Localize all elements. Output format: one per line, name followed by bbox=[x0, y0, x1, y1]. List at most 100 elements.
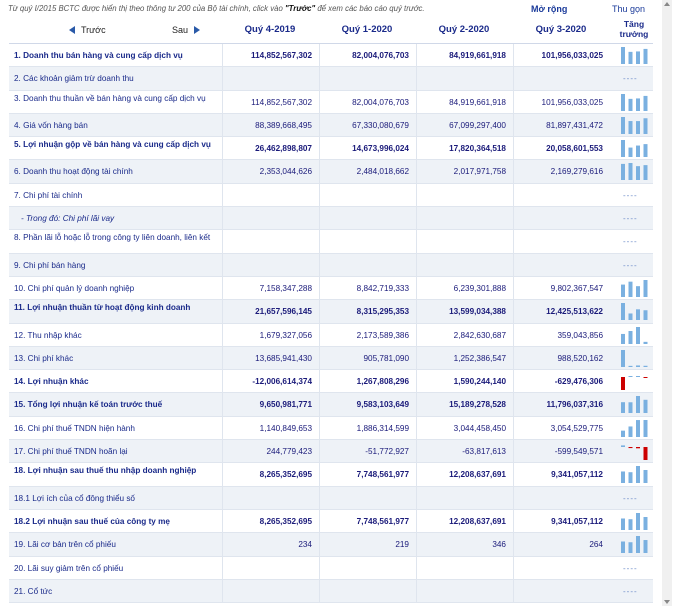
trend-sparkline[interactable] bbox=[620, 396, 650, 414]
cell-value: 114,852,567,302 bbox=[250, 51, 312, 60]
cell-value: 82,004,076,703 bbox=[352, 97, 409, 107]
trend-bar bbox=[621, 303, 625, 321]
trend-bar bbox=[628, 472, 633, 484]
trend-sparkline[interactable] bbox=[620, 512, 650, 530]
row-label: 18. Lợi nhuận sau thuế thu nhập doanh ng… bbox=[14, 466, 197, 476]
cell-value: 20,058,601,553 bbox=[546, 144, 603, 154]
row-label: 13. Chi phí khác bbox=[14, 353, 74, 363]
trend-sparkline[interactable] bbox=[620, 140, 650, 158]
trend-bar bbox=[636, 166, 640, 181]
cell-value: 234 bbox=[298, 540, 312, 550]
scroll-down-icon[interactable] bbox=[664, 600, 670, 604]
table-row: 7. Chi phí tài chính ---- bbox=[9, 183, 653, 208]
column-divider bbox=[513, 183, 514, 207]
column-divider bbox=[416, 230, 417, 253]
trend-bar bbox=[621, 93, 625, 111]
column-header-q1-2020: Quý 1-2020 bbox=[341, 24, 393, 35]
column-divider bbox=[513, 533, 514, 556]
column-divider bbox=[513, 113, 514, 137]
cell-value: -51,772,927 bbox=[365, 447, 409, 457]
trend-bar bbox=[628, 313, 633, 321]
trend-bar bbox=[636, 286, 640, 297]
column-divider bbox=[319, 393, 320, 416]
cell-value: 81,897,431,472 bbox=[546, 120, 603, 130]
trend-empty: ---- bbox=[623, 74, 638, 84]
trend-sparkline[interactable] bbox=[620, 163, 650, 181]
cell-value: -599,549,571 bbox=[554, 447, 603, 457]
column-divider bbox=[513, 416, 514, 440]
column-divider bbox=[416, 323, 417, 346]
row-label: 6. Doanh thu hoạt động tài chính bbox=[14, 167, 133, 177]
trend-bar bbox=[628, 281, 633, 297]
cell-value: 8,265,352,695 bbox=[259, 470, 312, 480]
cell-value: 2,484,018,662 bbox=[356, 167, 409, 177]
trend-bar bbox=[636, 419, 640, 437]
trend-sparkline[interactable] bbox=[620, 419, 650, 437]
cell-value: 2,842,630,687 bbox=[453, 330, 506, 340]
cell-value: 14,673,996,024 bbox=[352, 144, 409, 154]
trend-sparkline[interactable] bbox=[620, 466, 650, 484]
trend-sparkline[interactable] bbox=[620, 373, 650, 391]
financial-table: 1. Doanh thu bán hàng và cung cấp dịch v… bbox=[9, 44, 653, 604]
trend-bar bbox=[643, 400, 648, 414]
table-row: 15. Tổng lợi nhuận kế toán trước thuế 9,6… bbox=[9, 393, 653, 417]
prev-button[interactable]: Trước bbox=[69, 25, 106, 35]
trend-sparkline[interactable] bbox=[620, 536, 650, 554]
column-divider bbox=[222, 509, 223, 533]
column-divider bbox=[319, 300, 320, 323]
trend-sparkline[interactable] bbox=[620, 326, 650, 344]
cell-value: 9,802,367,547 bbox=[550, 283, 603, 293]
cell-value: 8,315,295,353 bbox=[356, 307, 409, 317]
trend-bar bbox=[628, 426, 633, 437]
column-divider bbox=[319, 276, 320, 300]
column-divider bbox=[222, 556, 223, 579]
trend-sparkline[interactable] bbox=[620, 116, 650, 134]
column-divider bbox=[416, 393, 417, 416]
column-divider bbox=[416, 579, 417, 603]
column-header-q3-2020: Quý 3-2020 bbox=[535, 24, 587, 35]
table-row: 11. Lợi nhuận thuần từ hoạt động kinh do… bbox=[9, 300, 653, 324]
scroll-up-icon[interactable] bbox=[664, 2, 670, 6]
trend-bar bbox=[636, 447, 640, 449]
trend-sparkline[interactable] bbox=[620, 279, 650, 297]
table-row: 16. Chi phí thuế TNDN hiện hành 1,140,849… bbox=[9, 416, 653, 441]
column-divider bbox=[222, 486, 223, 509]
column-divider bbox=[513, 323, 514, 346]
cell-value: 1,267,808,296 bbox=[356, 377, 409, 387]
trend-bar bbox=[636, 396, 640, 414]
trend-sparkline[interactable] bbox=[620, 47, 650, 64]
trend-bar bbox=[643, 341, 648, 344]
column-divider bbox=[319, 113, 320, 137]
cell-value: 1,140,849,653 bbox=[259, 423, 312, 433]
trend-bar bbox=[628, 542, 633, 554]
column-header-q4-2019: Quý 4-2019 bbox=[244, 24, 296, 35]
trend-sparkline[interactable] bbox=[620, 349, 650, 367]
trend-sparkline[interactable] bbox=[620, 443, 650, 461]
table-row: 6. Doanh thu hoạt động tài chính 2,353,04… bbox=[9, 160, 653, 184]
trend-bar bbox=[643, 310, 648, 321]
next-button[interactable]: Sau bbox=[172, 25, 201, 35]
column-divider bbox=[416, 137, 417, 160]
notice-text: Từ quý I/2015 BCTC được hiển thị theo th… bbox=[8, 4, 425, 13]
column-divider bbox=[319, 533, 320, 556]
expand-button[interactable]: Mở rộng bbox=[531, 4, 568, 14]
column-divider bbox=[319, 90, 320, 113]
column-divider bbox=[222, 113, 223, 137]
trend-empty: ---- bbox=[623, 493, 638, 503]
trend-sparkline[interactable] bbox=[620, 93, 650, 111]
trend-bar bbox=[643, 144, 648, 158]
column-divider bbox=[513, 90, 514, 113]
trend-bar bbox=[636, 512, 640, 530]
vertical-scrollbar[interactable] bbox=[662, 0, 672, 606]
column-divider bbox=[416, 556, 417, 579]
column-divider bbox=[416, 509, 417, 533]
trend-sparkline[interactable] bbox=[620, 303, 650, 321]
cell-value: 219 bbox=[395, 540, 409, 550]
column-divider bbox=[319, 579, 320, 603]
trend-bar bbox=[621, 541, 625, 554]
trend-bar bbox=[636, 309, 640, 321]
collapse-button[interactable]: Thu gọn bbox=[612, 4, 646, 14]
table-row: 10. Chi phí quản lý doanh nghiệp 7,158,34… bbox=[9, 276, 653, 301]
column-header-q2-2020: Quý 2-2020 bbox=[438, 24, 490, 35]
table-row: 17. Chi phí thuế TNDN hoãn lại 244,779,42… bbox=[9, 440, 653, 464]
